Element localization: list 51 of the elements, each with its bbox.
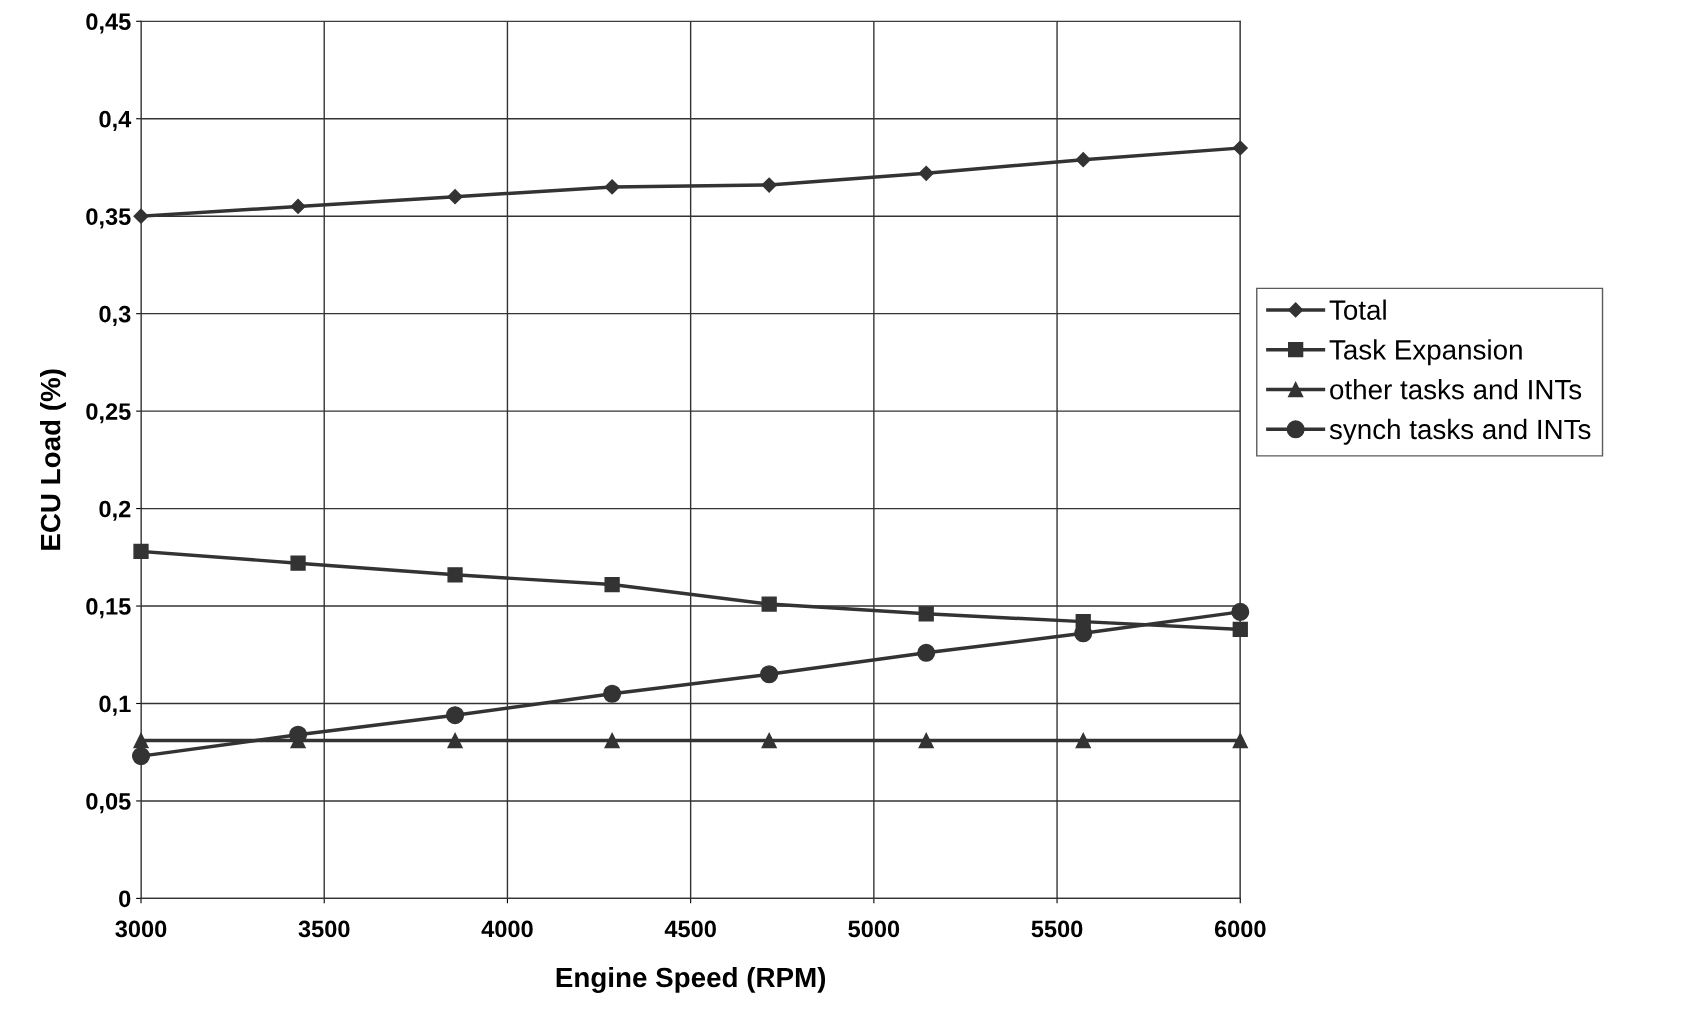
legend-label: synch tasks and INTs [1329, 418, 1591, 445]
point [604, 179, 620, 195]
point [760, 665, 779, 684]
point [133, 543, 149, 560]
y-tick-label: 0,05 [86, 793, 131, 814]
y-tick-label: 0,4 [99, 110, 132, 131]
point [1075, 732, 1091, 749]
legend-label: Total [1329, 299, 1386, 320]
x-tick-label: 3500 [298, 920, 350, 938]
point [761, 732, 777, 749]
point [290, 555, 306, 571]
x-tick-label: 5500 [1031, 920, 1083, 938]
y-tick-label: 0 [119, 890, 131, 908]
y-axis-title: ECU Load (%) [40, 369, 66, 550]
point [447, 732, 463, 749]
point [447, 567, 463, 583]
point [917, 643, 936, 662]
x-tick-label: 6000 [1214, 920, 1266, 938]
point [447, 189, 463, 205]
y-tick-label: 0,25 [86, 403, 131, 424]
y-tick-label: 0,1 [99, 695, 131, 716]
point [1232, 621, 1248, 638]
x-tick-label: 4500 [664, 920, 716, 938]
point [604, 732, 620, 749]
point [761, 177, 777, 193]
point [290, 198, 306, 215]
y-tick-label: 0,3 [99, 305, 131, 326]
point [918, 165, 934, 181]
legend-label: Task Expansion [1329, 339, 1522, 366]
y-tick-label: 0,45 [86, 13, 131, 34]
point [133, 208, 149, 224]
legend-label: other tasks and INTs [1330, 379, 1582, 400]
point [133, 732, 149, 749]
point [918, 606, 934, 622]
y-tick-label: 0,2 [99, 500, 131, 521]
y-tick-label: 0,15 [86, 598, 131, 619]
point [604, 576, 620, 593]
x-tick-label: 3000 [115, 920, 167, 938]
point [603, 684, 622, 703]
point [1232, 732, 1248, 749]
x-tick-label: 5000 [848, 920, 900, 938]
point [1231, 602, 1250, 621]
point [1075, 152, 1091, 168]
x-tick-label: 4000 [481, 920, 533, 938]
point [131, 747, 151, 766]
point [1232, 140, 1248, 156]
point [918, 732, 934, 749]
x-axis-title: Engine Speed (RPM) [556, 966, 826, 993]
point [446, 706, 465, 725]
point [761, 596, 777, 612]
y-tick-label: 0,35 [86, 208, 131, 229]
